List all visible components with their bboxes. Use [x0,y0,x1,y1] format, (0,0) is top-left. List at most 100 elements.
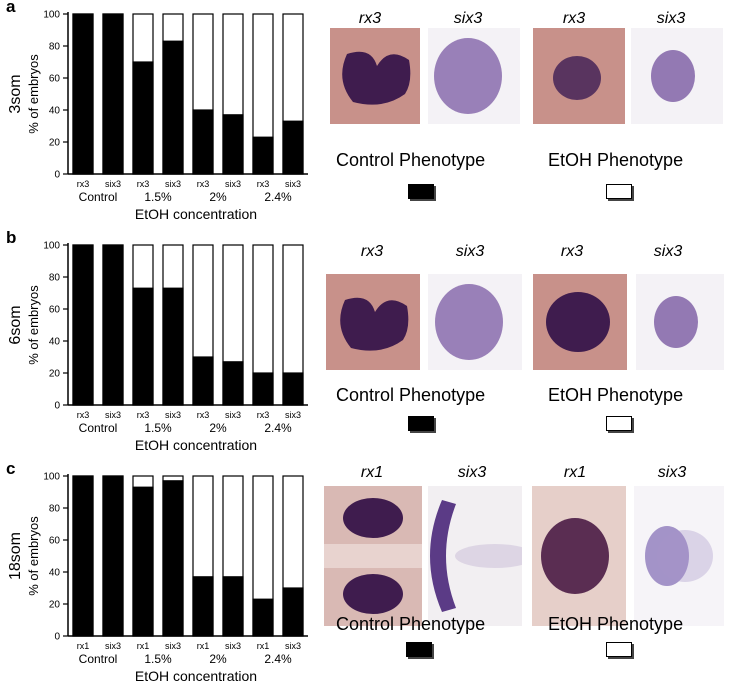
y-tick-label: 80 [49,504,61,515]
group-label: 2.4% [264,652,292,666]
group-label: 2.4% [264,190,292,204]
gene-label-control-1: rx1 [360,464,384,481]
group-label: 1.5% [144,421,172,435]
bar-segment-control-phenotype [102,244,124,406]
y-tick-label: 60 [49,305,61,316]
bar-segment-control-phenotype [132,486,154,637]
x-tick-label: six3 [105,179,121,189]
x-tick-label: rx3 [77,410,90,420]
x-tick-label: six3 [165,410,181,420]
bar-segment-control-phenotype [282,372,304,406]
gene-label-etoh-2: six3 [657,464,687,481]
gene-label-etoh-2: six3 [653,243,683,260]
control-phenotype-label: Control Phenotype [336,150,486,170]
x-tick-label: rx3 [257,179,270,189]
x-tick-label: rx3 [197,179,210,189]
bar-segment-control-phenotype [72,13,94,175]
gene-label-etoh-1: rx3 [562,10,586,27]
y-tick-label: 100 [43,472,60,483]
group-label: Control [79,190,118,204]
legend-swatch-etoh [606,642,632,657]
group-label: 2% [209,652,227,666]
y-axis-label: % of embryos [26,516,41,596]
legend-swatch-control [408,416,434,431]
gene-label-control-2: six3 [455,243,485,260]
x-tick-label: six3 [285,179,301,189]
bar-segment-control-phenotype [192,109,214,175]
y-tick-label: 100 [43,241,60,252]
control-phenotype-label: Control Phenotype [336,614,486,634]
y-tick-label: 60 [49,536,61,547]
stacked-bar-chart: c 18som% of embryos 0 20 40 60 80 100 rx1 six3 rx1… [6,462,308,684]
bar-segment-control-phenotype [162,480,184,637]
y-tick-label: 0 [54,170,60,181]
x-tick-label: six3 [225,641,241,651]
legend-swatch-control [406,642,432,657]
y-tick-label: 40 [49,337,61,348]
bar-segment-control-phenotype [102,475,124,637]
bar-segment-control-phenotype [102,13,124,175]
legend-swatch-control [408,184,434,199]
gene-label-etoh-1: rx3 [560,243,584,260]
etoh-phenotype-label: EtOH Phenotype [548,614,684,634]
legend-swatch-etoh [606,416,632,431]
x-tick-label: rx3 [137,179,150,189]
stacked-bar-chart: b 6som% of embryos 0 20 40 60 80 100 rx3 six3 rx3 s… [6,231,308,453]
bar-segment-control-phenotype [282,587,304,637]
legend-swatch-etoh [606,184,632,199]
bar-segment-control-phenotype [222,576,244,637]
panel-letter: a [6,0,16,16]
y-tick-label: 0 [54,632,60,643]
x-tick-label: six3 [225,179,241,189]
y-tick-label: 60 [49,74,61,85]
y-tick-label: 20 [49,369,61,380]
embryo-image-etoh-2 [634,486,724,626]
y-tick-label: 80 [49,42,61,53]
gene-label-etoh-2: six3 [656,10,686,27]
embryo-image-etoh-1 [533,28,625,124]
stacked-bar-chart: a 3som% of embryos 0 20 40 60 80 100 rx3 six3 rx3 s… [6,0,308,222]
y-tick-label: 40 [49,568,61,579]
embryo-image-etoh-1 [532,486,626,626]
y-tick-label: 40 [49,106,61,117]
panel-letter: b [6,231,16,247]
bar-segment-control-phenotype [132,61,154,175]
group-label: Control [79,652,118,666]
group-label: Control [79,421,118,435]
gene-label-control-2: six3 [453,10,483,27]
x-tick-label: rx3 [77,179,90,189]
panel-letter: c [6,462,15,478]
group-label: 2% [209,421,227,435]
y-tick-label: 20 [49,138,61,149]
bar-segment-control-phenotype [252,136,274,175]
bar-segment-control-phenotype [192,356,214,406]
x-tick-label: six3 [285,410,301,420]
bar-segment-control-phenotype [162,287,184,406]
group-label: 1.5% [144,652,172,666]
control-phenotype-label: Control Phenotype [336,385,486,405]
embryo-image-etoh-2 [636,274,724,370]
stage-label: 6som [7,305,24,344]
y-tick-label: 100 [43,10,60,21]
embryo-image-control-2 [428,274,522,370]
embryo-image-control-1 [324,486,422,626]
x-tick-label: rx1 [77,641,90,651]
x-tick-label: six3 [225,410,241,420]
etoh-phenotype-label: EtOH Phenotype [548,385,684,405]
bar-segment-control-phenotype [162,40,184,175]
stage-label: 3som [7,74,24,113]
x-tick-label: six3 [285,641,301,651]
y-tick-label: 0 [54,401,60,412]
x-tick-label: six3 [105,410,121,420]
x-tick-label: six3 [165,179,181,189]
gene-label-control-2: six3 [457,464,487,481]
y-tick-label: 20 [49,600,61,611]
figure-panel-b: b 6som% of embryos 0 20 40 60 80 100 rx3 six3 rx3 s… [0,231,730,462]
group-label: 1.5% [144,190,172,204]
bar-segment-control-phenotype [252,598,274,637]
embryo-image-etoh-2 [631,28,723,124]
group-label: 2% [209,190,227,204]
embryo-image-control-2 [428,486,522,626]
bar-segment-control-phenotype [222,361,244,406]
x-tick-label: six3 [105,641,121,651]
